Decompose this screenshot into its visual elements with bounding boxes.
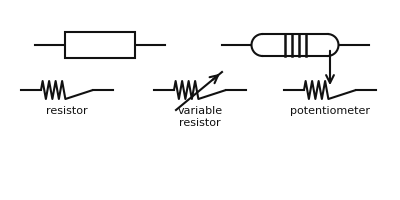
Bar [262, 34, 328, 56]
Text: resistor: resistor [46, 106, 88, 116]
Bar [65, 32, 135, 58]
Circle shape [316, 34, 338, 56]
Circle shape [252, 34, 274, 56]
Text: potentiometer: potentiometer [290, 106, 370, 116]
Text: variable
resistor: variable resistor [178, 106, 222, 128]
